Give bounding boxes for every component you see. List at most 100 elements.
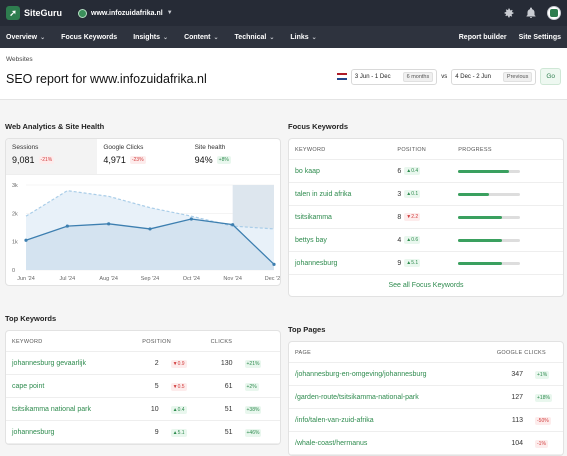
table-row[interactable]: /whale-coast/hermanus 104 -1% [289, 431, 563, 455]
position-value: 10 [136, 397, 165, 421]
progress-bar [458, 238, 521, 242]
table-row[interactable]: /info/talen-van-zuid-afrika 113 -50% [289, 408, 563, 432]
stat-label: Site health [194, 144, 226, 151]
keyword-link[interactable]: tsitsikamma national park [12, 405, 91, 413]
x-tick-label: Jul '24 [59, 276, 75, 282]
y-tick-label: 0 [12, 268, 15, 274]
clicks-value: 51 [204, 397, 239, 421]
keyword-link[interactable]: talen in zuid afrika [295, 190, 352, 198]
stat-sessions[interactable]: Sessions 9,081 -21% [6, 139, 98, 174]
position-cell: 6 ▲0.4 [391, 159, 453, 183]
data-point[interactable] [231, 223, 235, 227]
table-row[interactable]: tsitsikamma 8 ▼2.2 [289, 205, 563, 229]
position-change-cell: ▼0.5 [164, 374, 205, 398]
period-pill: Previous [502, 71, 533, 82]
data-point[interactable] [148, 227, 152, 231]
table-row[interactable]: /johannesburg-en-omgeving/johannesburg 34… [289, 362, 563, 386]
position-value: 5 [136, 374, 165, 398]
keyword-link[interactable]: johannesburg gevaarlijk [12, 359, 86, 367]
nav-links[interactable]: Links ⌄ [290, 34, 316, 41]
data-point[interactable] [189, 217, 193, 221]
position-cell: 8 ▼2.2 [391, 205, 453, 229]
top-bar: ➚ SiteGuru www.infozuidafrika.nl ▼ [0, 0, 567, 26]
nav-overview[interactable]: Overview ⌄ [6, 34, 45, 41]
y-tick-label: 2k [12, 211, 18, 217]
table-row[interactable]: bettys bay 4 ▲0.6 [289, 228, 563, 252]
stat-change: -23% [129, 156, 146, 164]
date-range-compare[interactable]: 4 Dec - 2 Jun Previous [451, 68, 537, 85]
brand-name: SiteGuru [24, 8, 63, 18]
table-row[interactable]: johannesburg 9 ▲5.1 [289, 251, 563, 275]
x-tick-label: Dec '24 [265, 276, 280, 282]
stat-value: 94% [194, 155, 213, 165]
table-row[interactable]: johannesburg gevaarlijk 2 ▼0.9 130 +21% [6, 351, 280, 375]
keyword-link[interactable]: bettys bay [295, 236, 327, 244]
clicks-change: -50% [535, 416, 551, 425]
site-settings-link[interactable]: Site Settings [518, 33, 561, 41]
nav-content[interactable]: Content ⌄ [184, 34, 218, 41]
site-selector[interactable]: www.infozuidafrika.nl ▼ [78, 8, 173, 18]
top-pages-title: Top Pages [288, 325, 326, 334]
data-point[interactable] [65, 224, 69, 228]
position-change-cell: ▲5.1 [164, 420, 205, 444]
clicks-change-cell: +18% [529, 385, 563, 409]
date-range-current[interactable]: 3 Jun - 1 Dec 6 months [350, 68, 438, 85]
nav-focus-keywords[interactable]: Focus Keywords [61, 34, 117, 41]
nav-label: Links [290, 33, 309, 41]
page-link[interactable]: /johannesburg-en-omgeving/johannesburg [295, 370, 427, 378]
page-cell: /johannesburg-en-omgeving/johannesburg [289, 362, 491, 386]
table-row[interactable]: bo kaap 6 ▲0.4 [289, 159, 563, 183]
keyword-link[interactable]: bo kaap [295, 167, 320, 175]
stat-google-clicks[interactable]: Google Clicks 4,971 -23% [97, 139, 188, 174]
main-nav: Overview ⌄ Focus Keywords Insights ⌄ Conte… [0, 26, 567, 48]
date-range-bar: 3 Jun - 1 Dec 6 months vs 4 Dec - 2 Jun … [336, 68, 561, 85]
see-all-focus-keywords-link[interactable]: See all Focus Keywords [388, 282, 464, 289]
progress-bar [458, 215, 521, 219]
table-row[interactable]: tsitsikamma national park 10 ▲0.4 51 +38% [6, 397, 280, 421]
table-row[interactable]: cape point 5 ▼0.5 61 +2% [6, 374, 280, 398]
table-row[interactable]: talen in zuid afrika 3 ▲0.1 [289, 182, 563, 206]
x-tick-label: Jun '24 [17, 276, 35, 282]
avatar[interactable] [547, 6, 561, 20]
go-button[interactable]: Go [540, 68, 561, 85]
data-point[interactable] [24, 238, 28, 242]
keyword-link[interactable]: cape point [12, 382, 45, 390]
nav-technical[interactable]: Technical ⌄ [235, 34, 275, 41]
report-builder-link[interactable]: Report builder [458, 33, 507, 41]
data-point[interactable] [272, 262, 276, 266]
position-cell: 3 ▲0.1 [391, 182, 453, 206]
data-point[interactable] [107, 222, 111, 226]
clicks-value: 127 [490, 385, 529, 409]
col-position: POSITION [391, 139, 453, 160]
table-row[interactable]: /garden-route/tsitsikamma-national-park 1… [289, 385, 563, 409]
breadcrumb[interactable]: Websites [6, 56, 33, 63]
top-pages-card: PAGE GOOGLE CLICKS /johannesburg-en-omge… [288, 341, 564, 456]
page-link[interactable]: /info/talen-van-zuid-afrika [295, 416, 374, 424]
x-tick-label: Oct '24 [183, 276, 200, 282]
progress-cell [452, 159, 563, 183]
page-link[interactable]: /garden-route/tsitsikamma-national-park [295, 393, 419, 401]
focus-keywords-card: KEYWORD POSITION PROGRESS bo kaap 6 ▲0.4 ta… [288, 138, 564, 297]
position-wrap: 6 ▲0.4 [397, 167, 446, 175]
keyword-cell: tsitsikamma [289, 205, 392, 229]
bell-icon[interactable] [525, 7, 537, 19]
keyword-link[interactable]: johannesburg [12, 428, 55, 436]
stat-site-health[interactable]: Site health 94% +8% [189, 139, 280, 174]
chevron-down-icon: ⌄ [163, 34, 169, 41]
current-area [26, 219, 274, 270]
clicks-value: 61 [204, 374, 239, 398]
page-link[interactable]: /whale-coast/hermanus [295, 439, 368, 447]
clicks-change-cell: -1% [529, 431, 563, 455]
clicks-change-cell: +1% [529, 362, 563, 386]
page-header: Websites SEO report for www.infozuidafri… [0, 48, 567, 100]
position-cell: 4 ▲0.6 [391, 228, 453, 252]
brand-logo[interactable]: ➚ SiteGuru [6, 6, 62, 20]
keyword-link[interactable]: tsitsikamma [295, 213, 332, 221]
gear-icon[interactable] [503, 7, 515, 19]
progress-fill [458, 192, 490, 196]
keyword-link[interactable]: johannesburg [295, 259, 338, 267]
progress-cell [452, 182, 563, 206]
nav-insights[interactable]: Insights ⌄ [133, 34, 168, 41]
position-change-cell: ▲0.4 [164, 397, 205, 421]
table-row[interactable]: johannesburg 9 ▲5.1 51 +46% [6, 420, 280, 444]
